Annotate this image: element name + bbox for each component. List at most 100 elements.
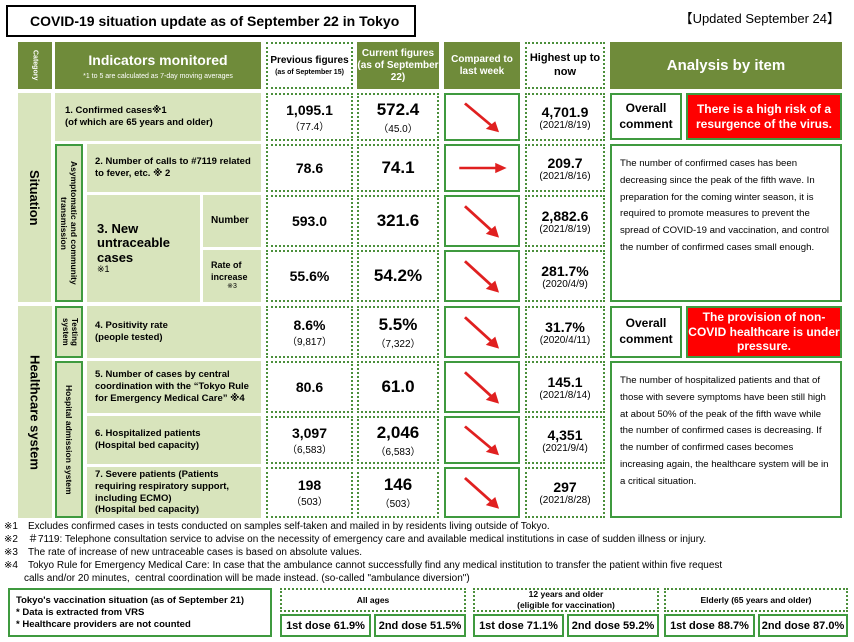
highest-cell-1: 4,701.9 (2021/8/19) (525, 93, 605, 141)
current-header: Current figures (as of September 22) (357, 42, 439, 89)
previous-sub-value: （77.4） (289, 121, 330, 133)
current-cell-3: 321.6 (357, 195, 439, 247)
highest-cell-6: 145.1 (2021/8/14) (525, 361, 605, 413)
highest-cell-4: 281.7% (2020/4/9) (525, 250, 605, 302)
current-value: 5.5% (378, 314, 418, 334)
updated-date: 【Updated September 24】 (679, 11, 840, 26)
overall-comment-situation: Overall comment (610, 93, 682, 140)
arrow-down-right-icon (463, 205, 500, 238)
highest-date: (2020/4/11) (539, 334, 591, 346)
previous-value: 55.6% (289, 268, 330, 284)
arrow-down-right-icon (463, 316, 500, 349)
trend-cell-2 (444, 144, 520, 192)
arrow-down-right-icon (463, 102, 500, 133)
previous-cell-5: 8.6% （9,817） (266, 306, 353, 358)
current-value: 61.0 (381, 377, 415, 396)
highest-cell-5: 31.7% (2020/4/11) (525, 306, 605, 358)
indicator-label-6: 6. Hospitalized patients (Hospital bed ca… (87, 416, 261, 464)
previous-value: 80.6 (295, 379, 324, 395)
highest-value: 145.1 (547, 373, 583, 390)
arrow-down-right-icon (463, 425, 500, 456)
previous-cell-2: 78.6 (266, 144, 353, 192)
highest-value: 4,351 (547, 426, 583, 443)
situation-alert: There is a high risk of a resurgence of … (686, 93, 842, 140)
previous-cell-7: 3,097 （6,583） (266, 416, 353, 464)
trend-cell-3 (444, 195, 520, 247)
footnote-1: ※1 Excludes confirmed cases in tests con… (4, 521, 550, 532)
highest-date: (2021/8/19) (539, 119, 591, 131)
highest-value: 4,701.9 (541, 103, 589, 120)
highest-date: (2021/8/14) (539, 389, 591, 401)
vaccination-group-12plus: 12 years and older (eligible for vaccinat… (473, 588, 659, 612)
trend-cell-4 (444, 250, 520, 302)
healthcare-category: Healthcare system (18, 306, 52, 518)
trend-cell-5 (444, 306, 520, 358)
previous-sub-value: （503） (291, 497, 328, 508)
current-cell-7: 2,046 （6,583） (357, 416, 439, 464)
healthcare-alert: The provision of non-COVID healthcare is… (686, 306, 842, 358)
current-sub-value: （7,322） (375, 338, 421, 350)
previous-cell-8: 198 （503） (266, 467, 353, 518)
indicator-label-5: 5. Number of cases by central coordinati… (87, 361, 261, 413)
indicator-label-1: 1. Confirmed cases※1 (of which are 65 yea… (55, 93, 261, 141)
previous-sub-value: （6,583） (286, 444, 333, 456)
current-value: 74.1 (381, 158, 415, 177)
highest-value: 209.7 (547, 154, 583, 171)
previous-cell-1: 1,095.1 （77.4） (266, 93, 353, 141)
previous-cell-4: 55.6% (266, 250, 353, 302)
highest-header: Highest up to now (525, 42, 605, 89)
footnote-3: ※3 The rate of increase of new untraceab… (4, 547, 363, 558)
highest-value: 281.7% (541, 262, 589, 279)
arrow-down-right-icon (463, 260, 500, 293)
trend-cell-8 (444, 467, 520, 518)
previous-cell-3: 593.0 (266, 195, 353, 247)
previous-value: 1,095.1 (286, 101, 333, 118)
indicator-label-3-number: Number (203, 195, 261, 247)
highest-date: (2021/8/19) (539, 223, 591, 235)
indicator-label-7: 7. Severe patients (Patients requiring r… (87, 467, 261, 518)
arrow-right-icon (459, 162, 507, 174)
current-cell-2: 74.1 (357, 144, 439, 192)
vaccination-elderly-dose1: 1st dose 88.7% (664, 614, 755, 637)
highest-date: (2021/9/4) (542, 442, 588, 454)
asymptomatic-subcategory: Asymptomatic and community transmission (55, 144, 83, 302)
compared-header: Compared to last week (444, 42, 520, 89)
current-sub-value: （45.0） (378, 123, 418, 135)
vaccination-all-dose2: 2nd dose 51.5% (374, 614, 466, 637)
highest-date: (2021/8/16) (539, 170, 591, 182)
current-cell-5: 5.5% （7,322） (357, 306, 439, 358)
current-value: 2,046 (376, 422, 420, 442)
current-sub-value: （503） (379, 499, 417, 510)
current-value: 572.4 (376, 99, 420, 119)
hospital-subcategory: Hospital admission system (55, 361, 83, 518)
trend-cell-6 (444, 361, 520, 413)
analysis-header: Analysis by item (610, 42, 842, 89)
highest-value: 31.7% (545, 318, 585, 335)
vaccination-info: Tokyo's vaccination situation (as of Sep… (8, 588, 272, 637)
footnote-4: ※4 Tokyo Rule for Emergency Medical Care… (4, 560, 723, 571)
highest-date: (2021/8/28) (539, 495, 591, 506)
current-cell-8: 146 （503） (357, 467, 439, 518)
current-cell-4: 54.2% (357, 250, 439, 302)
current-value: 321.6 (376, 211, 420, 230)
previous-value: 8.6% (293, 316, 326, 333)
testing-subcategory: Testing system (55, 306, 83, 358)
footnote-4-cont: calls and/or 20 minutes, central coordin… (4, 573, 470, 584)
trend-cell-7 (444, 416, 520, 464)
highest-cell-3: 2,882.6 (2021/8/19) (525, 195, 605, 247)
trend-cell-1 (444, 93, 520, 141)
current-cell-6: 61.0 (357, 361, 439, 413)
current-value: 146 (383, 475, 413, 494)
vaccination-elderly-dose2: 2nd dose 87.0% (758, 614, 848, 637)
indicators-header: Indicators monitored *1 to 5 are calcula… (55, 42, 261, 89)
overall-comment-healthcare: Overall comment (610, 306, 682, 358)
vaccination-group-elderly: Elderly (65 years and older) (664, 588, 848, 612)
vaccination-12plus-dose2: 2nd dose 59.2% (567, 614, 659, 637)
category-header: Category (18, 42, 52, 89)
highest-cell-8: 297 (2021/8/28) (525, 467, 605, 518)
highest-value: 2,882.6 (541, 207, 589, 224)
previous-value: 78.6 (295, 160, 324, 176)
indicator-label-2: 2. Number of calls to #7119 related to f… (87, 144, 261, 192)
vaccination-group-all: All ages (280, 588, 466, 612)
current-value: 54.2% (373, 266, 423, 285)
